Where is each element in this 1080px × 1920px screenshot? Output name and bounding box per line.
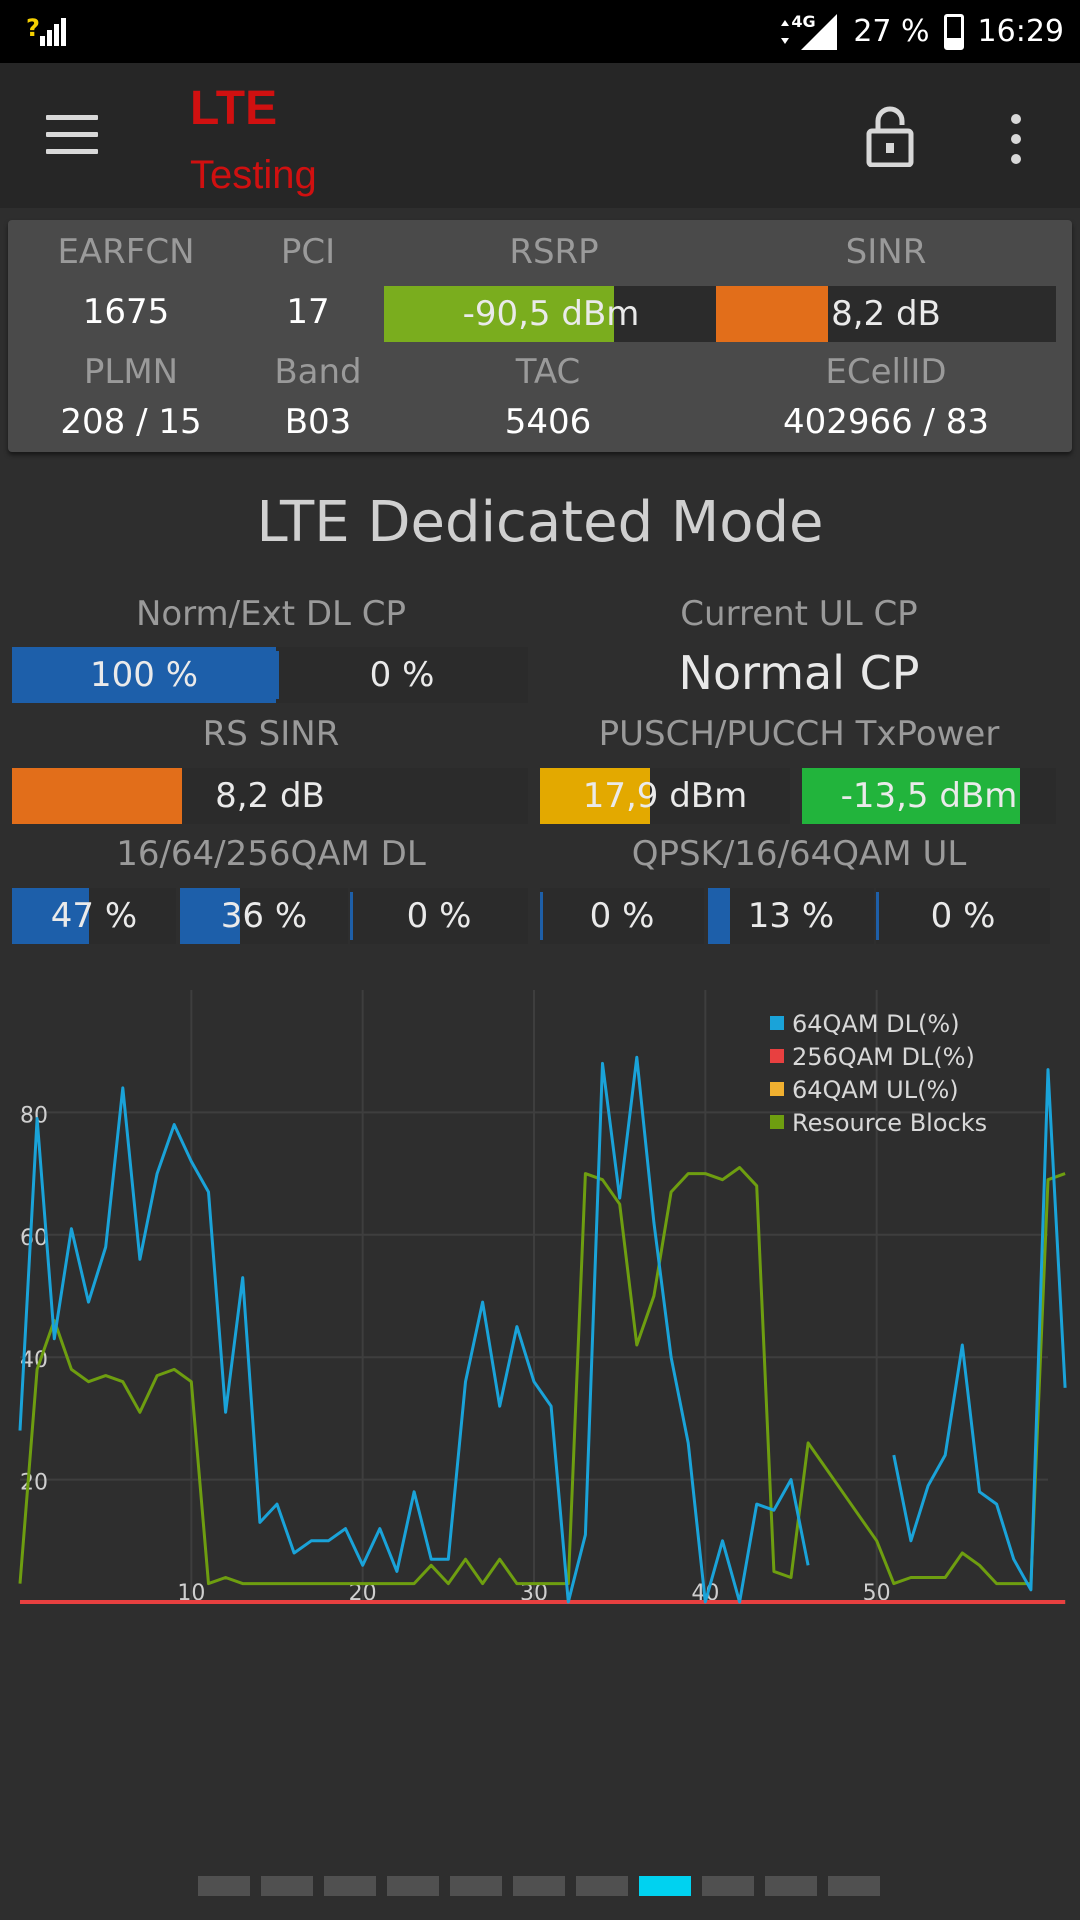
mobile-data-icon: 4G <box>773 12 839 52</box>
qam-ul-64-bar: 0 % <box>876 888 1050 944</box>
pucch-bar: -13,5 dBm <box>802 768 1056 824</box>
page-dot[interactable] <box>828 1876 880 1896</box>
plmn-value: 208 / 15 <box>60 402 202 442</box>
dl-cp-normal-value: 100 % <box>89 655 198 695</box>
pusch-value: 17,9 dBm <box>582 776 748 816</box>
page-dot[interactable] <box>765 1876 817 1896</box>
app-title: LTE <box>190 82 278 135</box>
series-line <box>18 1055 1067 1604</box>
page-dot[interactable] <box>198 1876 250 1896</box>
app-toolbar: LTE Testing <box>0 63 1080 208</box>
earfcn-value: 1675 <box>82 292 170 332</box>
band-label: Band <box>274 352 362 392</box>
page-dot[interactable] <box>261 1876 313 1896</box>
page-indicator <box>198 1876 880 1896</box>
more-vert-icon[interactable] <box>1002 113 1030 165</box>
battery-percent: 27 % <box>853 14 930 49</box>
qam-dl-16-value: 47 % <box>50 896 138 936</box>
pusch-bar: 17,9 dBm <box>540 768 790 824</box>
legend-swatch <box>770 1115 784 1129</box>
battery-icon <box>943 13 964 50</box>
plmn-label: PLMN <box>83 352 179 392</box>
earfcn-label: EARFCN <box>57 232 195 272</box>
app-subtitle: Testing <box>190 153 317 197</box>
qam-ul-qpsk-bar: 0 % <box>540 888 704 944</box>
qam-dl-64-bar: 36 % <box>180 888 348 944</box>
y-tick-label: 80 <box>20 1103 48 1128</box>
page-dot[interactable] <box>450 1876 502 1896</box>
band-value: B03 <box>284 402 352 442</box>
sinr-value: 8,2 dB <box>831 294 941 334</box>
legend-swatch <box>770 1082 784 1096</box>
legend-entry: 256QAM DL(%) <box>792 1043 975 1071</box>
ul-cp-value: Normal CP <box>678 646 920 700</box>
pucch-value: -13,5 dBm <box>840 776 1018 816</box>
qam-dl-16-bar: 47 % <box>12 888 176 944</box>
ecellid-label: ECellID <box>825 352 947 392</box>
section-title: LTE Dedicated Mode <box>256 490 824 555</box>
pci-label: PCI <box>280 232 336 272</box>
cell-info-card: EARFCN 1675 PCI 17 RSRP -90,5 dBm SINR 8… <box>8 220 1072 452</box>
hamburger-icon[interactable] <box>46 115 98 155</box>
legend-swatch <box>770 1049 784 1063</box>
svg-text:?: ? <box>26 14 40 42</box>
qam-ul-64-value: 0 % <box>930 896 996 936</box>
qam-dl-64-value: 36 % <box>220 896 308 936</box>
ecellid-value: 402966 / 83 <box>782 402 990 442</box>
legend-entry: 64QAM UL(%) <box>792 1076 959 1104</box>
qam-dl-256-value: 0 % <box>406 896 472 936</box>
page-dot[interactable] <box>639 1876 691 1896</box>
dl-cp-label: Norm/Ext DL CP <box>135 594 407 634</box>
page-dot[interactable] <box>576 1876 628 1896</box>
page-dot[interactable] <box>513 1876 565 1896</box>
tac-value: 5406 <box>504 402 592 442</box>
series-line <box>18 1166 1066 1586</box>
qam-ul-qpsk-value: 0 % <box>589 896 655 936</box>
page-dot[interactable] <box>387 1876 439 1896</box>
rsrp-bar: -90,5 dBm <box>384 286 718 342</box>
dl-cp-extended-value: 0 % <box>369 655 435 695</box>
sinr-bar: 8,2 dB <box>716 286 1056 342</box>
ul-cp-label: Current UL CP <box>680 594 918 634</box>
qam-dl-256-bar: 0 % <box>350 888 528 944</box>
dl-cp-normal-bar: 100 % <box>12 647 276 703</box>
tac-label: TAC <box>515 352 581 392</box>
y-tick-label: 20 <box>20 1471 48 1496</box>
page-dot[interactable] <box>702 1876 754 1896</box>
status-bar: ? 4G 27 % 16:29 <box>0 0 1080 63</box>
dl-cp-extended-bar: 0 % <box>276 647 528 703</box>
signal-unknown-icon: ? <box>26 14 66 46</box>
txpower-label: PUSCH/PUCCH TxPower <box>598 714 1000 754</box>
qam-ul-16-bar: 13 % <box>708 888 874 944</box>
rs-sinr-value: 8,2 dB <box>215 776 325 816</box>
legend-entry: 64QAM DL(%) <box>792 1010 960 1038</box>
clock: 16:29 <box>977 14 1064 49</box>
page-dot[interactable] <box>324 1876 376 1896</box>
lock-icon[interactable] <box>866 105 914 167</box>
rsrp-value: -90,5 dBm <box>462 294 640 334</box>
qam-ul-label: QPSK/16/64QAM UL <box>631 834 967 874</box>
legend-entry: Resource Blocks <box>792 1109 987 1137</box>
legend-swatch <box>770 1016 784 1030</box>
rsrp-label: RSRP <box>509 232 599 272</box>
y-tick-label: 60 <box>20 1226 48 1251</box>
rs-sinr-label: RS SINR <box>202 714 340 754</box>
pci-value: 17 <box>286 292 330 332</box>
qam-dl-label: 16/64/256QAM DL <box>116 834 426 874</box>
rs-sinr-bar: 8,2 dB <box>12 768 528 824</box>
qam-ul-16-value: 13 % <box>747 896 835 936</box>
sinr-label: SINR <box>845 232 927 272</box>
